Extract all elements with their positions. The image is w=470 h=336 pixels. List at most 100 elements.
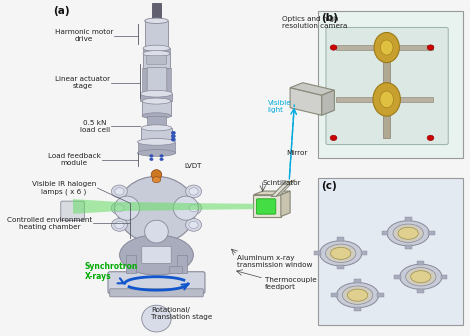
Ellipse shape: [111, 185, 127, 198]
Bar: [337, 237, 344, 241]
Bar: [314, 251, 321, 255]
Bar: [143, 53, 170, 68]
Bar: [337, 45, 433, 50]
Bar: [145, 21, 168, 49]
Circle shape: [160, 158, 163, 161]
Ellipse shape: [150, 19, 163, 23]
Circle shape: [171, 131, 175, 134]
FancyBboxPatch shape: [146, 55, 166, 64]
Ellipse shape: [189, 221, 198, 228]
Bar: [337, 265, 344, 269]
Polygon shape: [322, 90, 334, 115]
Bar: [354, 307, 361, 311]
Bar: [142, 101, 171, 116]
Text: (b): (b): [321, 13, 338, 24]
FancyBboxPatch shape: [257, 199, 276, 214]
Circle shape: [150, 158, 153, 161]
Ellipse shape: [411, 271, 431, 283]
Text: Harmonic motor
drive: Harmonic motor drive: [55, 29, 113, 42]
Ellipse shape: [141, 125, 172, 131]
Bar: [147, 116, 166, 128]
Bar: [142, 68, 146, 99]
Bar: [143, 48, 170, 53]
Text: Mirror: Mirror: [286, 150, 307, 156]
Ellipse shape: [152, 177, 161, 183]
Circle shape: [427, 45, 434, 50]
Ellipse shape: [400, 264, 442, 289]
Bar: [405, 245, 412, 249]
Polygon shape: [73, 199, 254, 214]
FancyBboxPatch shape: [108, 272, 205, 293]
Text: Thermocouple
feedport: Thermocouple feedport: [265, 277, 317, 290]
Ellipse shape: [145, 220, 168, 243]
Ellipse shape: [138, 150, 175, 156]
Ellipse shape: [145, 18, 168, 24]
Text: 0.5 kN
load cell: 0.5 kN load cell: [80, 120, 110, 133]
Ellipse shape: [111, 202, 127, 214]
Ellipse shape: [115, 205, 124, 212]
Polygon shape: [276, 180, 295, 197]
Ellipse shape: [141, 139, 172, 145]
Bar: [318, 178, 463, 325]
Ellipse shape: [138, 138, 175, 145]
Circle shape: [330, 45, 337, 50]
Bar: [360, 251, 367, 255]
Ellipse shape: [142, 305, 171, 332]
Bar: [417, 261, 424, 265]
Ellipse shape: [406, 267, 436, 286]
Text: LVDT: LVDT: [185, 163, 202, 169]
Polygon shape: [271, 181, 291, 197]
Bar: [394, 275, 401, 279]
Text: Rotational/
Translation stage: Rotational/ Translation stage: [151, 307, 212, 320]
Ellipse shape: [119, 235, 193, 275]
FancyBboxPatch shape: [61, 201, 85, 220]
Bar: [337, 97, 433, 102]
Polygon shape: [290, 88, 322, 115]
Ellipse shape: [143, 45, 170, 51]
Ellipse shape: [151, 170, 162, 180]
Text: (a): (a): [53, 6, 70, 16]
Bar: [318, 11, 463, 158]
Ellipse shape: [186, 185, 202, 198]
Ellipse shape: [173, 196, 199, 220]
Bar: [441, 275, 447, 279]
FancyBboxPatch shape: [326, 28, 448, 144]
Ellipse shape: [347, 289, 368, 301]
Ellipse shape: [320, 241, 362, 266]
Ellipse shape: [118, 176, 196, 243]
Ellipse shape: [387, 221, 429, 246]
Ellipse shape: [337, 283, 379, 308]
Text: Load feedback
module: Load feedback module: [47, 153, 101, 166]
Text: Controlled environment
heating chamber: Controlled environment heating chamber: [7, 217, 92, 230]
Bar: [141, 128, 172, 142]
Text: Scintillator: Scintillator: [263, 180, 301, 186]
Ellipse shape: [114, 196, 140, 220]
Ellipse shape: [330, 247, 351, 259]
Ellipse shape: [115, 221, 124, 228]
Polygon shape: [281, 191, 290, 216]
Text: Linear actuator
stage: Linear actuator stage: [55, 76, 110, 89]
Ellipse shape: [189, 188, 198, 195]
Circle shape: [160, 155, 163, 157]
Bar: [377, 293, 384, 297]
Ellipse shape: [141, 90, 172, 97]
Ellipse shape: [393, 224, 423, 243]
Ellipse shape: [115, 188, 124, 195]
Bar: [169, 266, 182, 274]
Text: (c): (c): [321, 181, 337, 191]
Text: Optics and high
resolution camera: Optics and high resolution camera: [282, 16, 347, 29]
Text: Aluminum x-ray
transmission window: Aluminum x-ray transmission window: [237, 255, 313, 268]
Bar: [428, 231, 435, 235]
Circle shape: [171, 138, 175, 141]
Polygon shape: [253, 191, 290, 195]
Ellipse shape: [111, 218, 127, 231]
Text: Visible IR halogen
lamps ( x 6 ): Visible IR halogen lamps ( x 6 ): [32, 181, 96, 195]
Ellipse shape: [186, 202, 202, 214]
Ellipse shape: [189, 205, 198, 212]
Circle shape: [330, 135, 337, 140]
Bar: [405, 217, 412, 221]
Ellipse shape: [142, 113, 171, 119]
Ellipse shape: [343, 286, 373, 304]
Ellipse shape: [373, 83, 400, 116]
Ellipse shape: [374, 33, 400, 62]
